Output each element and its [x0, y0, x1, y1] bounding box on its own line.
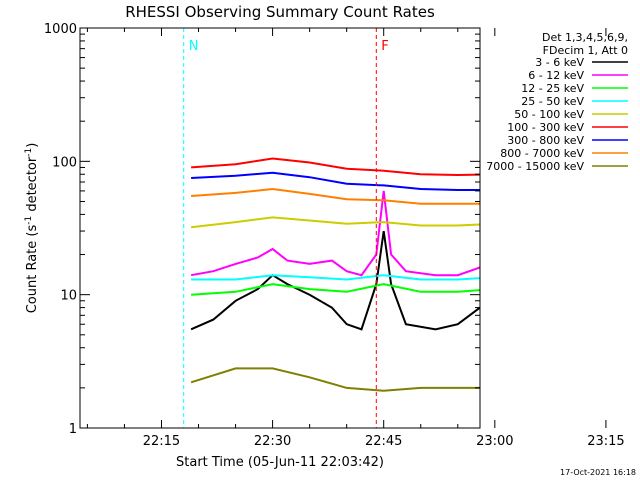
y-tick-label: 10: [60, 289, 77, 304]
series-line: [190, 367, 480, 392]
timestamp: 17-Oct-2021 16:18: [560, 468, 636, 477]
series-line: [191, 274, 480, 281]
y-tick-label: 100: [52, 155, 77, 170]
legend-label: 800 - 7000 keV: [500, 147, 584, 160]
x-tick-label: 22:45: [365, 434, 402, 449]
series-line: [190, 230, 480, 331]
legend-label: 100 - 300 keV: [507, 121, 584, 134]
annotation-label: F: [381, 39, 388, 54]
series-line: [190, 190, 480, 277]
chart-title: RHESSI Observing Summary Count Rates: [125, 3, 435, 21]
x-tick-label: 23:15: [587, 434, 624, 449]
series-line: [190, 216, 480, 229]
annotation-label: N: [189, 39, 199, 54]
legend-label: 7000 - 15000 keV: [486, 160, 584, 173]
legend-label: 6 - 12 keV: [528, 69, 584, 82]
y-tick-label: 1000: [44, 22, 77, 37]
legend-label: 12 - 25 keV: [521, 82, 584, 95]
y-tick-label: 1: [69, 422, 77, 437]
x-tick-label: 22:15: [143, 434, 180, 449]
series-line: [191, 283, 480, 296]
legend-label: 25 - 50 keV: [521, 95, 584, 108]
legend-label: 50 - 100 keV: [514, 108, 584, 121]
plot-frame: [79, 27, 481, 429]
series-line: [191, 171, 480, 191]
x-axis-label: Start Time (05-Jun-11 22:03:42): [176, 455, 384, 470]
x-tick-label: 22:30: [254, 434, 291, 449]
x-tick-label: 23:00: [476, 434, 513, 449]
series-line: [191, 157, 480, 177]
series-line: [191, 187, 480, 205]
legend-header-2: FDecim 1, Att 0: [543, 44, 628, 57]
legend-label: 300 - 800 keV: [507, 134, 584, 147]
legend-label: 3 - 6 keV: [535, 56, 584, 69]
legend-header-1: Det 1,3,4,5,6,9,: [542, 31, 628, 44]
y-axis-label: Count Rate (s-1 detector-1): [24, 143, 40, 314]
